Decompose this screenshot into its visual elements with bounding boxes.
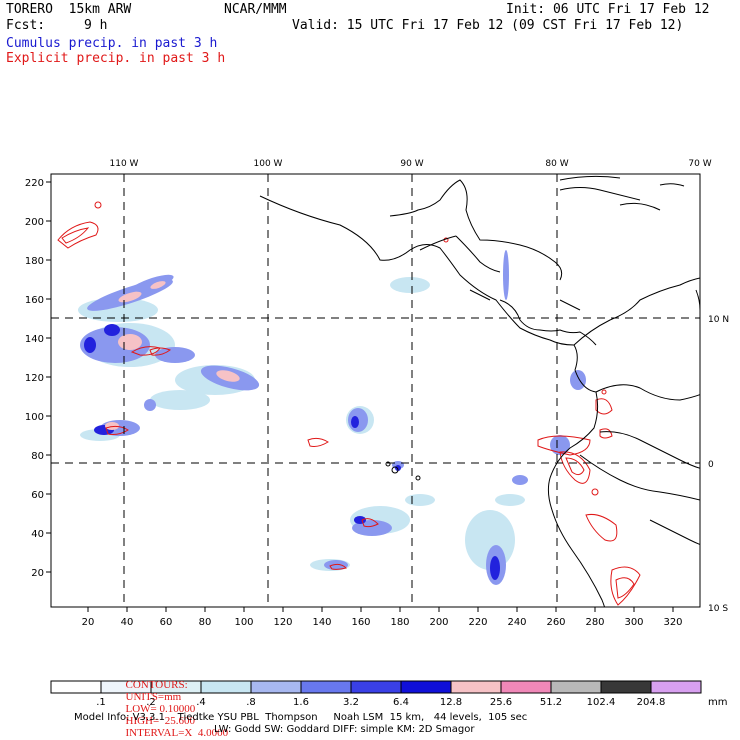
longitude-label: 70 W [688,159,711,169]
y-tick-label: 200 [25,217,44,228]
colorbar-label: .4 [196,697,206,708]
x-tick-label: 100 [234,617,253,628]
cumulus-legend: Cumulus precip. in past 3 h [6,36,218,51]
x-tick-label: 120 [273,617,292,628]
y-tick-label: 100 [25,412,44,423]
colorbar-swatch [500,680,552,694]
init-time: Init: 06 UTC Fri 17 Feb 12 [506,2,710,17]
y-tick-label: 160 [25,295,44,306]
colorbar-swatch [550,680,602,694]
model-info-line: Model Info: V3.3.1 Tiedtke YSU PBL Thomp… [74,712,528,723]
contours-interval: INTERVAL=X 4.0000 [125,727,229,739]
x-tick-label: 300 [624,617,643,628]
valid-time: Valid: 15 UTC Fri 17 Feb 12 (09 CST Fri … [292,18,684,33]
organization-label: NCAR/MMM [224,2,287,17]
colorbar-label: .1 [96,697,106,708]
colorbar: .1 .2 .4 .8 1.6 3.2 6.4 12.8 25.6 51.2 1… [50,680,727,708]
colorbar-unit: mm [708,697,727,708]
contours-high: HIGH= 25.600 [125,715,195,727]
explicit-legend: Explicit precip. in past 3 h [6,51,226,66]
coastlines [259,175,700,607]
latlon-grid [51,174,700,607]
x-tick-label: 280 [585,617,604,628]
colorbar-swatch [250,680,302,694]
latitude-label: 10 S [708,604,728,614]
colorbar-label: .8 [246,697,256,708]
explicit-precip-contours [57,201,641,606]
longitude-label: 90 W [400,159,423,169]
x-tick-label: 240 [507,617,526,628]
model-title: TORERO 15km ARW [6,2,132,17]
colorbar-labels: .1 .2 .4 .8 1.6 3.2 6.4 12.8 25.6 51.2 1… [96,697,665,708]
longitude-labels: 110 W 100 W 90 W 80 W 70 W [110,159,712,169]
x-tick-label: 60 [160,617,173,628]
colorbar-swatch [300,680,352,694]
colorbar-label: 51.2 [540,697,562,708]
x-tick-label: 200 [429,617,448,628]
y-tick-label: 220 [25,178,44,189]
colorbar-swatch [350,680,402,694]
pink-precip-areas [105,281,240,430]
contours-units: UNITS=mm [125,691,182,703]
y-tick-label: 180 [25,256,44,267]
colorbar-label: 1.6 [293,697,309,708]
latitude-labels: 10 N 0 10 S [708,315,729,614]
colorbar-swatch [50,680,102,694]
contours-low: LOW= 0.10000 [125,703,196,715]
x-tick-label: 320 [663,617,682,628]
x-tick-label: 220 [468,617,487,628]
colorbar-swatch [400,680,452,694]
y-tick-label: 20 [31,568,44,579]
y-tick-labels: 220 200 180 160 140 120 100 80 60 40 20 [25,178,44,579]
light-precip-areas [78,277,525,571]
forecast-label: Fcst: [6,18,46,33]
x-tick-label: 160 [351,617,370,628]
colorbar-label: 204.8 [637,697,666,708]
x-tick-label: 260 [546,617,565,628]
colorbar-swatch [650,680,702,694]
plot-frame [50,173,701,608]
contours-info: CONTOURS: UNITS=mm LOW= 0.10000 HIGH= 25… [120,667,256,739]
y-tick-label: 140 [25,334,44,345]
latitude-label: 0 [708,460,714,470]
x-tick-label: 40 [121,617,134,628]
y-tick-marks [46,181,51,573]
latitude-label: 10 N [708,315,729,325]
precip-fields [51,174,700,607]
contours-label: CONTOURS: [125,679,188,691]
colorbar-swatch [450,680,502,694]
y-tick-label: 80 [31,451,44,462]
colorbar-swatch [600,680,652,694]
y-tick-label: 60 [31,490,44,501]
x-tick-label: 180 [390,617,409,628]
x-tick-marks [87,607,674,612]
physics-info-line: LW: Godd SW: Goddard DIFF: simple KM: 2D… [214,724,475,735]
colorbar-label: 25.6 [490,697,512,708]
x-tick-labels: 20 40 60 80 100 120 140 160 180 200 220 … [82,617,683,628]
longitude-label: 100 W [254,159,283,169]
y-tick-label: 120 [25,373,44,384]
colorbar-label: 102.4 [587,697,616,708]
x-tick-label: 80 [199,617,212,628]
colorbar-label: 6.4 [393,697,409,708]
longitude-label: 80 W [545,159,568,169]
colorbar-label: 12.8 [440,697,462,708]
x-tick-label: 20 [82,617,95,628]
colorbar-label: 3.2 [343,697,359,708]
y-tick-label: 40 [31,529,44,540]
x-tick-label: 140 [312,617,331,628]
colorbar-label: .2 [146,697,156,708]
longitude-label: 110 W [110,159,139,169]
forecast-hours: 9 h [84,18,108,33]
